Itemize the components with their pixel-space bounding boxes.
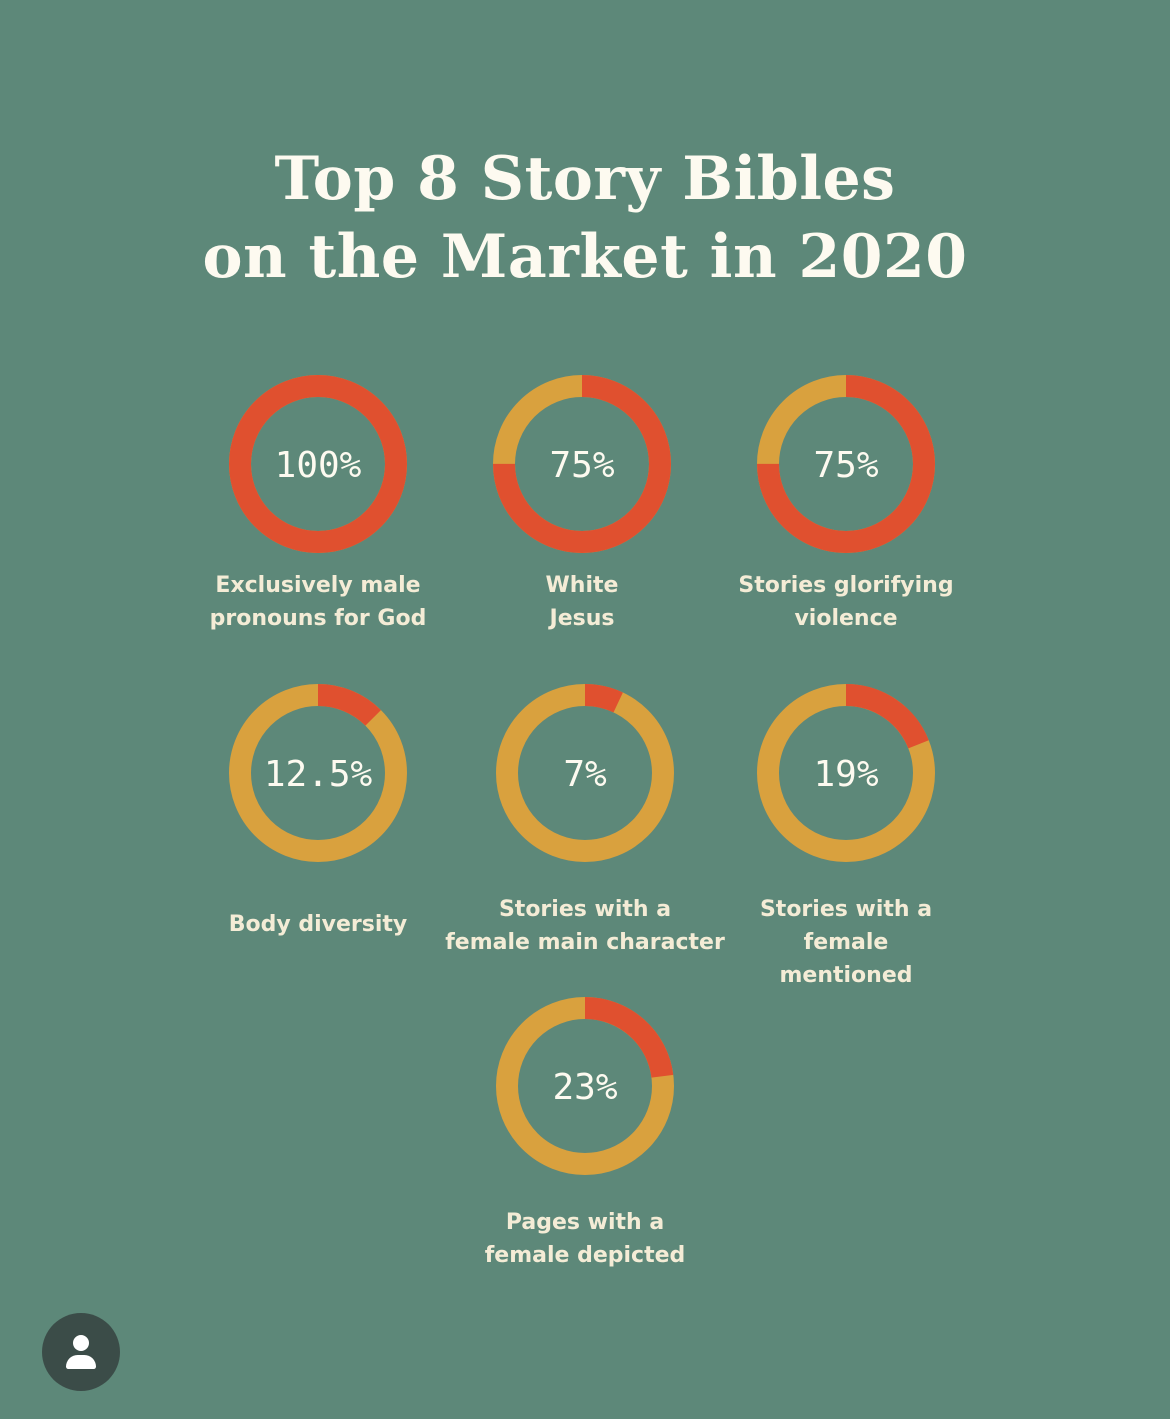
donut-caption: Body diversity [168, 908, 468, 941]
donut-value-label: 19% [813, 754, 878, 795]
donut-value-arc [757, 375, 935, 553]
donut-caption-line: mentioned [779, 963, 913, 988]
donut-caption: Stories with a female mentioned [696, 893, 996, 992]
donut-caption: White Jesus [432, 569, 732, 635]
donut-caption-line: female main character [445, 930, 725, 955]
donut-caption-line: female depicted [484, 1243, 686, 1268]
donut-caption: Stories with a female main character [435, 893, 735, 959]
donut-caption-line: violence [794, 606, 898, 631]
donut-caption-line: White [545, 573, 619, 598]
donut-2: 75% [493, 375, 671, 553]
donut-value-arc [496, 684, 674, 862]
donut-7: 23% [496, 997, 674, 1175]
donut-value-label: 100% [275, 445, 362, 486]
donut-value-arc [229, 375, 407, 553]
donut-caption-line: Stories with a [498, 897, 672, 922]
donut-caption-line: female [803, 930, 889, 955]
donut-caption-line: Body diversity [228, 912, 408, 937]
chart-title: Top 8 Story Bibles on the Market in 2020 [0, 140, 1170, 296]
donut-value-label: 7% [563, 754, 607, 795]
donut-caption: Pages with a female depicted [435, 1206, 735, 1272]
donut-value-label: 75% [549, 445, 614, 486]
donut-value-arc [493, 375, 671, 553]
donut-caption-line: Pages with a [505, 1210, 665, 1235]
donut-value-label: 23% [552, 1067, 617, 1108]
donut-caption-line: Stories with a [759, 897, 933, 922]
donut-5: 7% [496, 684, 674, 862]
donut-value-arc [496, 997, 674, 1175]
donut-value-arc [229, 684, 407, 862]
donut-caption-line: Jesus [549, 606, 615, 631]
donut-caption-line: Exclusively male [215, 573, 421, 598]
donut-caption-line: pronouns for God [209, 606, 427, 631]
donut-caption-line: Stories glorifying [738, 573, 954, 598]
donut-value-label: 75% [813, 445, 878, 486]
donut-6: 19% [757, 684, 935, 862]
donut-4: 12.5% [229, 684, 407, 862]
donut-caption: Stories glorifying violence [696, 569, 996, 635]
donut-caption: Exclusively male pronouns for God [168, 569, 468, 635]
title-line-2: on the Market in 2020 [202, 222, 968, 292]
title-line-1: Top 8 Story Bibles [274, 144, 896, 214]
donut-1: 100% [229, 375, 407, 553]
donut-value-label: 12.5% [264, 754, 373, 795]
profile-avatar-button[interactable] [42, 1313, 120, 1391]
donut-3: 75% [757, 375, 935, 553]
donut-value-arc [757, 684, 935, 862]
